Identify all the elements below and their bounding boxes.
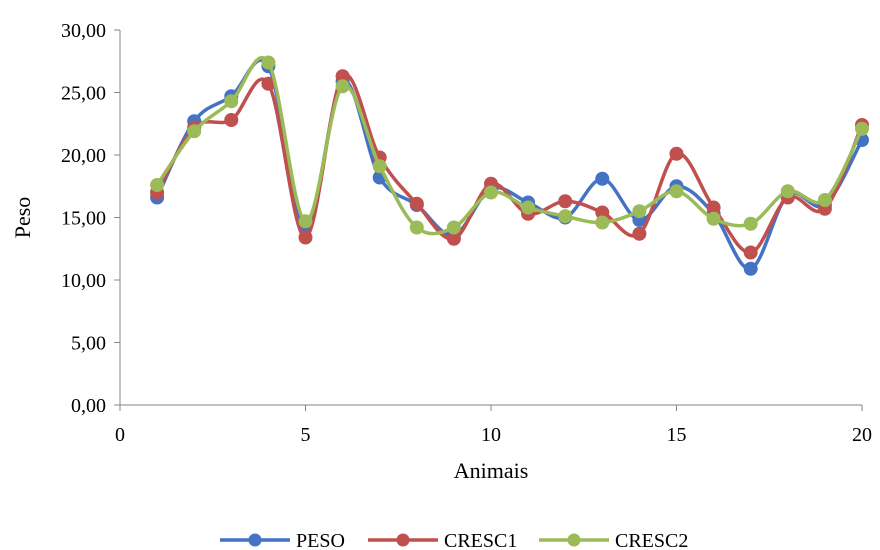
data-point-cresc1 [558,194,573,209]
data-point-peso [595,171,610,186]
legend-label-peso: PESO [296,530,345,550]
y-tick-label: 10,00 [61,270,106,292]
legend-label-cresc2: CRESC2 [615,530,688,550]
data-point-cresc1 [669,146,684,161]
y-tick-label: 5,00 [71,333,106,355]
y-tick-label: 30,00 [61,20,106,42]
data-point-cresc2 [521,200,536,215]
data-point-cresc2 [261,55,276,70]
axes: 0,00 5,00 10,00 15,00 20,00 25,00 30,00 0 5 10 15 2… [61,20,872,446]
data-point-cresc1 [743,245,758,260]
data-point-cresc2 [150,178,165,192]
data-point-peso [743,261,758,276]
data-point-cresc2 [743,216,758,231]
data-point-cresc2 [298,214,313,229]
data-point-cresc2 [558,209,573,224]
y-tick-label: 20,00 [61,145,106,167]
y-tick-label: 25,00 [61,83,106,105]
data-point-cresc2 [817,193,832,207]
x-tick-label: 10 [481,424,501,446]
y-tick-label: 0,00 [71,395,106,417]
series-cresc2 [150,55,869,236]
data-point-cresc2 [484,185,498,200]
legend-item-peso: PESO [220,530,345,550]
data-point-cresc2 [224,94,239,109]
data-point-cresc1 [409,196,424,211]
y-axis-title: Peso [10,197,35,239]
data-point-cresc1 [632,226,647,241]
series-cresc1 [150,69,869,260]
x-axis-title: Animais [454,458,529,483]
data-point-cresc2 [632,204,647,219]
data-point-cresc2 [187,124,202,139]
data-point-cresc2 [372,159,387,174]
x-tick-label: 20 [852,424,872,446]
legend-marker-peso [248,533,262,547]
x-tick-label: 15 [667,424,687,446]
data-point-cresc2 [780,184,795,199]
data-point-cresc2 [706,211,721,226]
data-point-cresc2 [669,184,684,199]
data-point-cresc1 [224,113,239,127]
legend: PESO CRESC1 CRESC2 [220,530,688,550]
x-tick-label: 5 [301,424,311,446]
data-point-cresc2 [595,215,610,230]
legend-label-cresc1: CRESC1 [444,530,517,550]
legend-marker-cresc2 [567,533,581,547]
data-point-cresc1 [298,230,313,245]
legend-item-cresc1: CRESC1 [368,530,517,550]
data-point-cresc2 [409,220,424,235]
legend-marker-cresc1 [396,533,410,547]
series-layer [150,55,869,276]
series-line-peso [155,58,864,271]
data-point-cresc2 [855,121,869,136]
x-tick-label: 0 [115,424,125,446]
legend-item-cresc2: CRESC2 [539,530,688,550]
data-point-cresc2 [335,79,350,94]
data-point-cresc2 [446,220,461,235]
y-tick-label: 15,00 [61,208,106,230]
